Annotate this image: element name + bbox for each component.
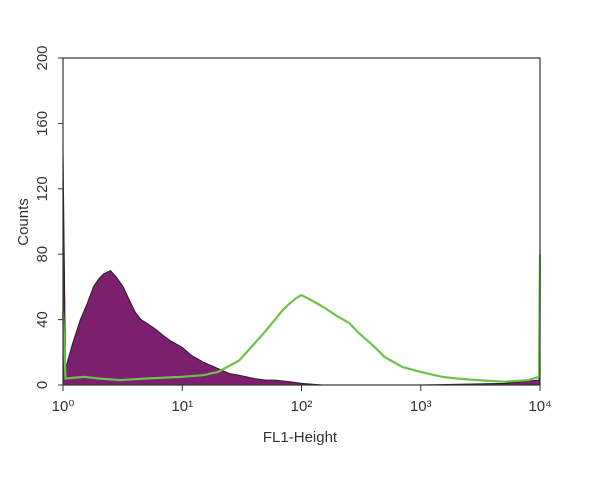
y-tick-label: 200: [34, 45, 51, 70]
y-axis-label: Counts: [15, 198, 32, 246]
x-tick-label: 10³: [410, 398, 432, 415]
y-tick-label: 120: [34, 176, 51, 201]
x-tick-label: 10⁰: [52, 398, 75, 415]
histogram-line: [61, 254, 542, 383]
x-tick-label: 10⁴: [528, 398, 551, 415]
histogram-area: [62, 147, 541, 386]
x-tick-label: 10²: [291, 398, 313, 415]
x-tick-label: 10¹: [171, 398, 193, 415]
y-tick-label: 80: [34, 246, 51, 263]
y-tick-label: 40: [34, 311, 51, 328]
y-tick-label: 160: [34, 111, 51, 136]
x-axis-label: FL1-Height: [263, 429, 338, 446]
y-tick-label: 0: [34, 381, 51, 389]
